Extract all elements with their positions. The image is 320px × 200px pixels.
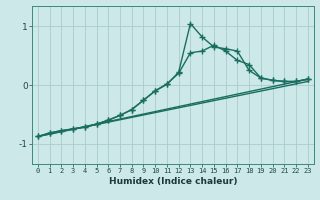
X-axis label: Humidex (Indice chaleur): Humidex (Indice chaleur) [108, 177, 237, 186]
